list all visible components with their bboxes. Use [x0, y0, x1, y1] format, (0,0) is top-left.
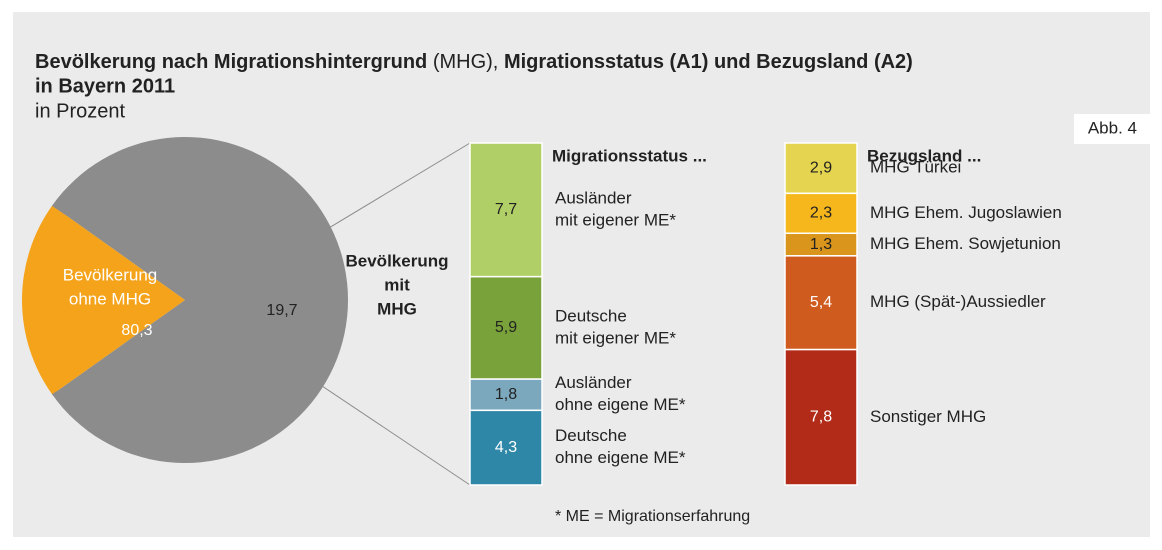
value-label: 7,8 [810, 409, 832, 426]
badge: Abb. 4 [1088, 118, 1137, 137]
segment-label: ohne eigene ME* [555, 395, 686, 414]
value-label: 5,9 [495, 319, 517, 336]
footnote: * ME = Migrationserfahrung [555, 508, 750, 525]
bar-segment [469, 142, 543, 278]
bar-subtitle: Migrationsstatus ... [552, 146, 707, 165]
bar-subtitle: Bezugsland ... [867, 146, 981, 165]
bar-segment [784, 348, 858, 486]
title-part: Bevölkerung nach Migrationshintergrund [35, 51, 427, 73]
value-label: 4,3 [495, 439, 517, 456]
pie-label: Bevölkerung [346, 251, 449, 270]
value-label: 80,3 [121, 322, 152, 339]
subtitle: in Prozent [35, 100, 125, 122]
segment-label: Deutsche [555, 426, 627, 445]
value-label: 19,7 [266, 302, 297, 319]
connector [51, 205, 471, 486]
chart-title: Bevölkerung nach Migrationshintergrund (… [35, 51, 913, 73]
value-label: 2,3 [810, 205, 832, 222]
value-label: 7,7 [495, 201, 517, 218]
pie-label: ohne MHG [69, 289, 151, 308]
segment-label: Deutsche [555, 306, 627, 325]
bar-segment [784, 255, 858, 351]
pie-label: Bevölkerung [63, 265, 158, 284]
connector [51, 142, 471, 395]
segment-label: MHG Türkei [870, 158, 961, 177]
title-part: (MHG), [433, 51, 499, 73]
segment-label: Ausländer [555, 188, 632, 207]
badge-box [1074, 114, 1150, 144]
segment-label: ohne eigene ME* [555, 448, 686, 467]
segment-label: Sonstiger MHG [870, 407, 986, 426]
bar-segment [469, 378, 543, 412]
value-label: 5,4 [810, 294, 832, 311]
bar-segment [469, 409, 543, 486]
bar-segment [784, 142, 858, 195]
bar-segment [784, 192, 858, 235]
title-part: Migrationsstatus (A1) und Bezugsland (A2… [504, 51, 913, 73]
value-label: 1,3 [810, 236, 832, 253]
value-label: 2,9 [810, 159, 832, 176]
chart-title: in Bayern 2011 [35, 75, 175, 97]
segment-label: mit eigener ME* [555, 328, 676, 347]
segment-label: MHG (Spät-)Aussiedler [870, 292, 1046, 311]
pie-slice [21, 205, 185, 395]
segment-label: MHG Ehem. Sowjetunion [870, 234, 1061, 253]
pie-label: mit [384, 275, 410, 294]
segment-label: mit eigener ME* [555, 210, 676, 229]
bar-segment [469, 275, 543, 380]
segment-label: Ausländer [555, 373, 632, 392]
value-label: 1,8 [495, 386, 517, 403]
pie-label: MHG [377, 299, 417, 318]
segment-label: MHG Ehem. Jugoslawien [870, 203, 1062, 222]
pie-slice [52, 136, 348, 463]
